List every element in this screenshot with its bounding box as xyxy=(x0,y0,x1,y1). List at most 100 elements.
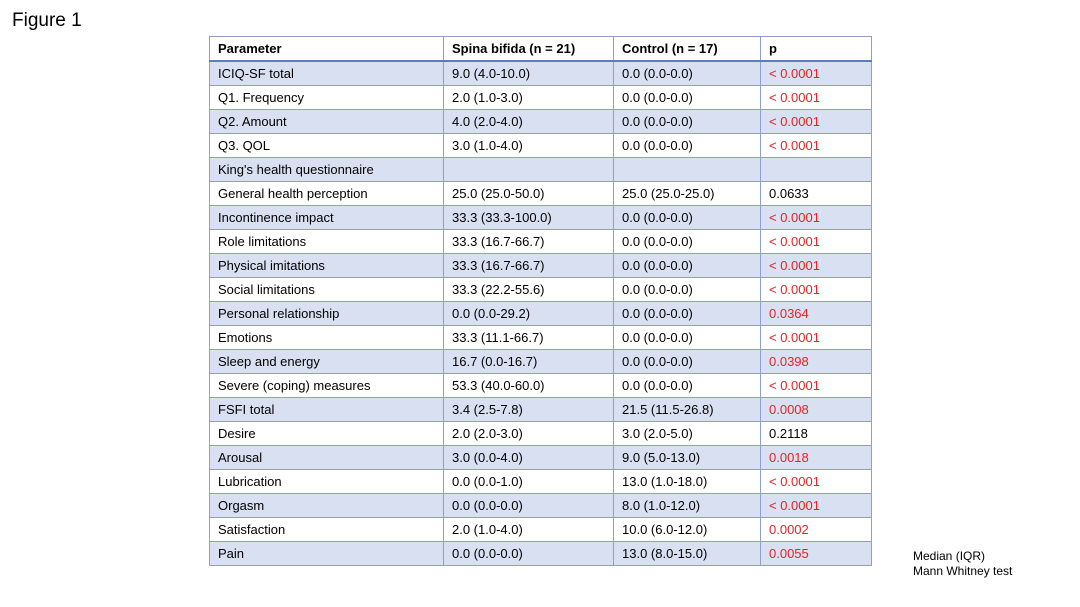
cell-spina-bifida: 0.0 (0.0-0.0) xyxy=(443,493,614,518)
cell-p: < 0.0001 xyxy=(760,109,872,134)
cell-parameter: Desire xyxy=(209,421,444,446)
cell-control: 0.0 (0.0-0.0) xyxy=(613,133,761,158)
table-row: General health perception 25.0 (25.0-50.0… xyxy=(209,181,872,206)
cell-control: 0.0 (0.0-0.0) xyxy=(613,205,761,230)
cell-spina-bifida: 33.3 (22.2-55.6) xyxy=(443,277,614,302)
cell-spina-bifida: 33.3 (11.1-66.7) xyxy=(443,325,614,350)
cell-parameter: Satisfaction xyxy=(209,517,444,542)
table-notes: Median (IQR) Mann Whitney test xyxy=(913,549,1012,579)
table-body: ICIQ-SF total 9.0 (4.0-10.0) 0.0 (0.0-0.0)… xyxy=(209,60,872,566)
cell-control xyxy=(613,157,761,182)
cell-parameter: Lubrication xyxy=(209,469,444,494)
cell-control: 0.0 (0.0-0.0) xyxy=(613,229,761,254)
cell-p: < 0.0001 xyxy=(760,229,872,254)
cell-control: 0.0 (0.0-0.0) xyxy=(613,253,761,278)
cell-parameter: Emotions xyxy=(209,325,444,350)
cell-spina-bifida: 25.0 (25.0-50.0) xyxy=(443,181,614,206)
cell-spina-bifida: 0.0 (0.0-0.0) xyxy=(443,541,614,566)
cell-parameter: Social limitations xyxy=(209,277,444,302)
cell-spina-bifida: 3.4 (2.5-7.8) xyxy=(443,397,614,422)
table-row: Satisfaction 2.0 (1.0-4.0) 10.0 (6.0-12.0)… xyxy=(209,517,872,542)
cell-control: 10.0 (6.0-12.0) xyxy=(613,517,761,542)
cell-parameter: Q1. Frequency xyxy=(209,85,444,110)
cell-spina-bifida: 9.0 (4.0-10.0) xyxy=(443,60,614,86)
table-row: Incontinence impact 33.3 (33.3-100.0) 0.0 … xyxy=(209,205,872,230)
cell-control: 9.0 (5.0-13.0) xyxy=(613,445,761,470)
cell-spina-bifida: 33.3 (16.7-66.7) xyxy=(443,229,614,254)
table-row: Q2. Amount 4.0 (2.0-4.0) 0.0 (0.0-0.0) < 0.… xyxy=(209,109,872,134)
header-control: Control (n = 17) xyxy=(613,36,761,62)
cell-spina-bifida: 53.3 (40.0-60.0) xyxy=(443,373,614,398)
results-table: Parameter Spina bifida (n = 21) Control … xyxy=(209,36,872,566)
table-row: Emotions 33.3 (11.1-66.7) 0.0 (0.0-0.0) < 0… xyxy=(209,325,872,350)
table-row: King's health questionnaire xyxy=(209,157,872,182)
cell-parameter: Q2. Amount xyxy=(209,109,444,134)
table-row: Personal relationship 0.0 (0.0-29.2) 0.0 (… xyxy=(209,301,872,326)
cell-p: 0.0055 xyxy=(760,541,872,566)
cell-control: 0.0 (0.0-0.0) xyxy=(613,325,761,350)
cell-parameter: ICIQ-SF total xyxy=(209,60,444,86)
cell-spina-bifida: 16.7 (0.0-16.7) xyxy=(443,349,614,374)
cell-control: 0.0 (0.0-0.0) xyxy=(613,60,761,86)
cell-p: 0.2118 xyxy=(760,421,872,446)
cell-p: 0.0633 xyxy=(760,181,872,206)
cell-p: 0.0008 xyxy=(760,397,872,422)
table-row: Sleep and energy 16.7 (0.0-16.7) 0.0 (0.0-… xyxy=(209,349,872,374)
cell-control: 0.0 (0.0-0.0) xyxy=(613,85,761,110)
cell-control: 0.0 (0.0-0.0) xyxy=(613,301,761,326)
figure-title: Figure 1 xyxy=(12,10,82,31)
cell-p: < 0.0001 xyxy=(760,85,872,110)
cell-spina-bifida: 33.3 (16.7-66.7) xyxy=(443,253,614,278)
cell-spina-bifida: 3.0 (1.0-4.0) xyxy=(443,133,614,158)
cell-spina-bifida xyxy=(443,157,614,182)
cell-control: 25.0 (25.0-25.0) xyxy=(613,181,761,206)
table-row: FSFI total 3.4 (2.5-7.8) 21.5 (11.5-26.8) 0… xyxy=(209,397,872,422)
cell-parameter: Physical imitations xyxy=(209,253,444,278)
cell-parameter: Arousal xyxy=(209,445,444,470)
table-row: Social limitations 33.3 (22.2-55.6) 0.0 (0… xyxy=(209,277,872,302)
table-row: ICIQ-SF total 9.0 (4.0-10.0) 0.0 (0.0-0.0)… xyxy=(209,60,872,86)
table-row: Pain 0.0 (0.0-0.0) 13.0 (8.0-15.0) 0.0055 xyxy=(209,541,872,566)
cell-p: 0.0364 xyxy=(760,301,872,326)
cell-spina-bifida: 4.0 (2.0-4.0) xyxy=(443,109,614,134)
cell-parameter: Q3. QOL xyxy=(209,133,444,158)
cell-parameter: Orgasm xyxy=(209,493,444,518)
table-row: Lubrication 0.0 (0.0-1.0) 13.0 (1.0-18.0) <… xyxy=(209,469,872,494)
cell-parameter: King's health questionnaire xyxy=(209,157,444,182)
cell-control: 13.0 (1.0-18.0) xyxy=(613,469,761,494)
cell-spina-bifida: 3.0 (0.0-4.0) xyxy=(443,445,614,470)
note-mann-whitney: Mann Whitney test xyxy=(913,564,1013,578)
table-row: Desire 2.0 (2.0-3.0) 3.0 (2.0-5.0) 0.2118 xyxy=(209,421,872,446)
cell-p: < 0.0001 xyxy=(760,205,872,230)
cell-control: 0.0 (0.0-0.0) xyxy=(613,373,761,398)
table-row: Severe (coping) measures 53.3 (40.0-60.0)… xyxy=(209,373,872,398)
note-median-iqr: Median (IQR) xyxy=(913,549,986,563)
cell-control: 3.0 (2.0-5.0) xyxy=(613,421,761,446)
cell-p: < 0.0001 xyxy=(760,325,872,350)
cell-p xyxy=(760,157,872,182)
cell-control: 8.0 (1.0-12.0) xyxy=(613,493,761,518)
cell-p: < 0.0001 xyxy=(760,373,872,398)
header-spina-bifida: Spina bifida (n = 21) xyxy=(443,36,614,62)
cell-control: 0.0 (0.0-0.0) xyxy=(613,277,761,302)
cell-parameter: Severe (coping) measures xyxy=(209,373,444,398)
cell-spina-bifida: 0.0 (0.0-1.0) xyxy=(443,469,614,494)
cell-control: 21.5 (11.5-26.8) xyxy=(613,397,761,422)
cell-p: < 0.0001 xyxy=(760,277,872,302)
cell-spina-bifida: 2.0 (1.0-3.0) xyxy=(443,85,614,110)
cell-parameter: Incontinence impact xyxy=(209,205,444,230)
table-row: Arousal 3.0 (0.0-4.0) 9.0 (5.0-13.0) 0.0018 xyxy=(209,445,872,470)
table-row: Role limitations 33.3 (16.7-66.7) 0.0 (0.0… xyxy=(209,229,872,254)
cell-p: 0.0018 xyxy=(760,445,872,470)
header-p: p xyxy=(760,36,872,62)
cell-p: < 0.0001 xyxy=(760,469,872,494)
cell-p: < 0.0001 xyxy=(760,493,872,518)
cell-p: 0.0398 xyxy=(760,349,872,374)
cell-spina-bifida: 2.0 (2.0-3.0) xyxy=(443,421,614,446)
table-row: Physical imitations 33.3 (16.7-66.7) 0.0 (… xyxy=(209,253,872,278)
cell-parameter: Sleep and energy xyxy=(209,349,444,374)
cell-p: < 0.0001 xyxy=(760,133,872,158)
cell-spina-bifida: 0.0 (0.0-29.2) xyxy=(443,301,614,326)
cell-control: 0.0 (0.0-0.0) xyxy=(613,109,761,134)
cell-parameter: Personal relationship xyxy=(209,301,444,326)
